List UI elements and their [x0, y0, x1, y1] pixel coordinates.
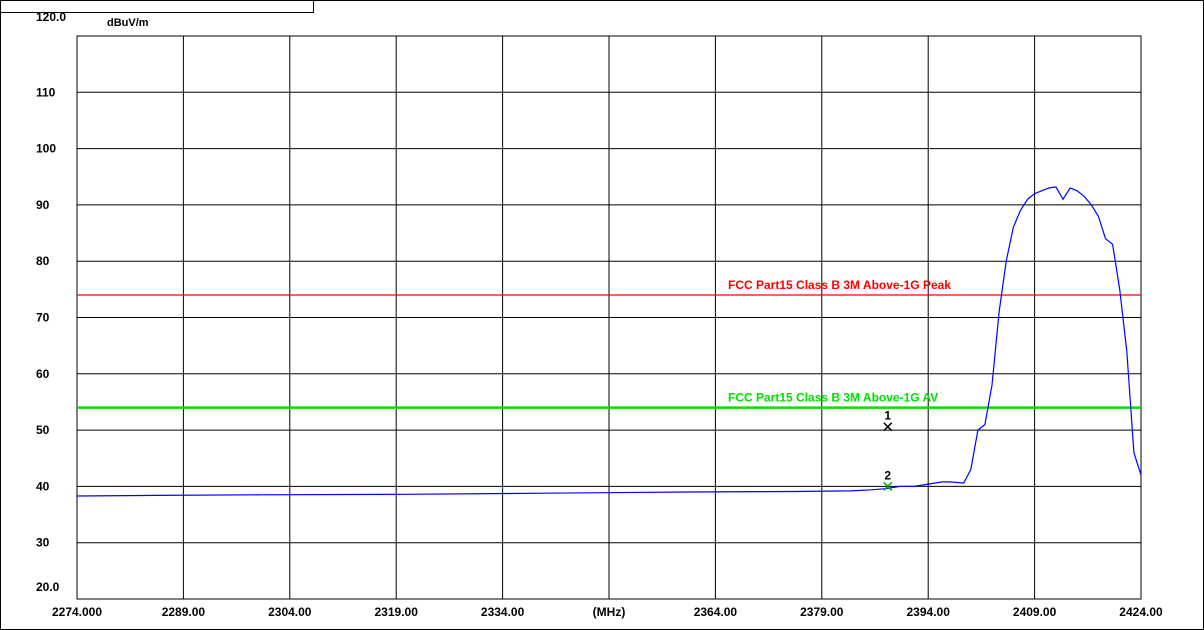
- y-tick-label: 110: [36, 85, 56, 99]
- marker-number: 2: [884, 468, 891, 482]
- x-tick-label: 2409.00: [1013, 605, 1057, 619]
- y-tick-label: 40: [36, 479, 50, 493]
- x-tick-label: 2364.00: [694, 605, 738, 619]
- y-tick-label: 70: [36, 311, 50, 325]
- y-tick-label: 30: [36, 536, 50, 550]
- header-tab: [0, 0, 314, 13]
- marker-cross: [883, 422, 893, 432]
- limit-lines: FCC Part15 Class B 3M Above-1G Peak FCC P…: [77, 278, 1141, 409]
- y-tick-label: 80: [36, 254, 50, 268]
- y-tick-label: 50: [36, 423, 50, 437]
- horizontal-gridlines: [77, 91, 1141, 544]
- marker-cross: [883, 481, 893, 491]
- marker-number: 1: [884, 409, 891, 423]
- y-tick-label: 60: [36, 367, 50, 381]
- x-tick-label: 2379.00: [800, 605, 844, 619]
- x-tick-label: 2394.00: [907, 605, 951, 619]
- limit-line-label: FCC Part15 Class B 3M Above-1G AV: [728, 391, 938, 405]
- marker-2: 2: [883, 468, 893, 491]
- x-tick-label: (MHz): [593, 605, 626, 619]
- x-tick-label: 2304.00: [268, 605, 312, 619]
- y-tick-label: 100: [36, 142, 56, 156]
- x-tick-label: 2334.00: [481, 605, 525, 619]
- y-tick-label: 120.0: [36, 10, 66, 24]
- x-tick-label: 2319.00: [375, 605, 419, 619]
- x-tick-label: 2274.000: [52, 605, 102, 619]
- series-group: [76, 186, 1142, 497]
- marker-1: 1: [883, 409, 893, 432]
- x-tick-labels: 2274.000 2289.00 2304.00 2319.00 2334.00 (MHz…: [52, 605, 1163, 619]
- y-tick-labels: 120.0 110 100 90 80 70 60 50 40 30 20.0: [36, 10, 66, 594]
- y-tick-label: 90: [36, 198, 50, 212]
- measurement-trace: [76, 186, 1142, 497]
- y-axis-unit: dBuV/m: [107, 17, 149, 29]
- y-tick-label: 20.0: [36, 580, 60, 594]
- limit-line-label: FCC Part15 Class B 3M Above-1G Peak: [728, 278, 951, 292]
- marker-group: 12: [883, 409, 893, 491]
- x-tick-label: 2289.00: [162, 605, 206, 619]
- x-tick-label: 2424.00: [1119, 605, 1163, 619]
